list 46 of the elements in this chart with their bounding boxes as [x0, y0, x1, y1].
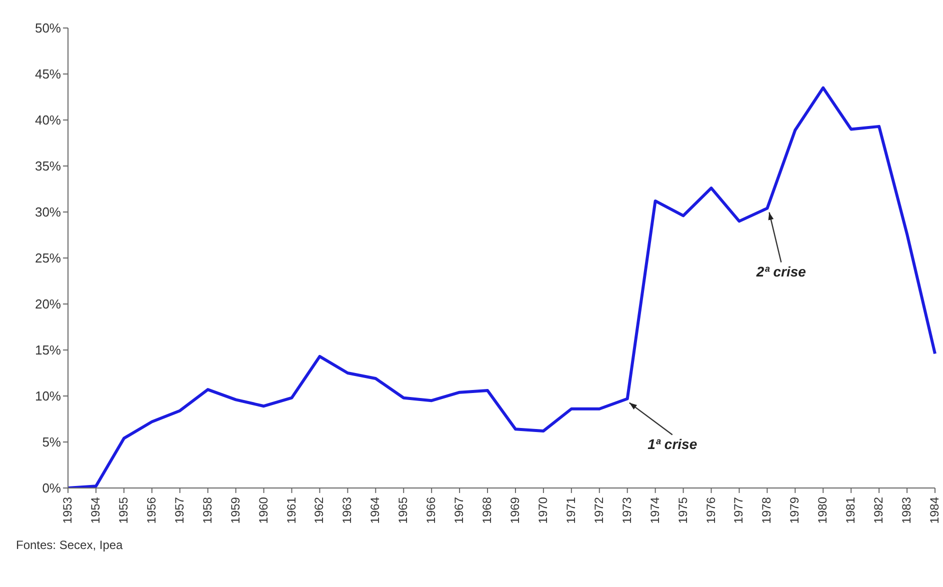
x-tick-label: 1977	[732, 496, 746, 524]
x-tick-label: 1961	[284, 496, 298, 524]
x-tick-label: 1971	[564, 496, 578, 524]
text: Fontes: Secex, Ipea	[16, 538, 124, 552]
x-tick-label: 1984	[928, 496, 942, 524]
x-tick-label: 1968	[480, 496, 494, 524]
x-tick-label: 1956	[144, 496, 158, 524]
x-tick-label: 1955	[116, 496, 130, 524]
x-tick-label: 1982	[872, 496, 886, 524]
x-tick-label: 1973	[620, 496, 634, 524]
x-tick-label: 1980	[816, 496, 830, 524]
x-tick-label: 1965	[396, 496, 410, 524]
x-tick-label: 1975	[676, 496, 690, 524]
x-tick-label: 1983	[900, 496, 914, 524]
x-tick-label: 1970	[536, 496, 550, 524]
x-tick-label: 1972	[592, 496, 606, 524]
x-tick-label: 1981	[844, 496, 858, 524]
x-tick-label: 1974	[648, 496, 662, 524]
x-tick-label: 1959	[228, 496, 242, 524]
x-tick-label: 1953	[60, 496, 75, 524]
x-tick-label: 1969	[508, 496, 522, 524]
x-tick-label: 1958	[200, 496, 214, 524]
y-tick-label: 35%	[34, 158, 62, 174]
x-tick-label: 1957	[172, 496, 186, 524]
y-tick-label: 10%	[34, 388, 62, 404]
x-tick-label: 1960	[256, 496, 270, 524]
y-tick-label: 5%	[42, 434, 62, 450]
x-tick-label: 1954	[88, 496, 102, 524]
annotation: 1ª crise	[648, 436, 698, 452]
y-tick-label: 50%	[34, 20, 62, 36]
x-tick-label: 1962	[312, 496, 326, 524]
x-tick-label: 1967	[452, 496, 466, 524]
x-tick-label: 1963	[340, 496, 354, 524]
y-tick-label: 25%	[34, 250, 62, 266]
annotation: 2ª crise	[755, 263, 806, 280]
y-tick-label: 20%	[34, 296, 62, 312]
x-tick-label: 1976	[704, 496, 718, 524]
y-tick-label: 45%	[34, 66, 62, 82]
y-tick-label: 40%	[34, 112, 62, 128]
y-tick-label: 30%	[34, 204, 62, 220]
x-tick-label: 1964	[368, 496, 382, 524]
x-tick-label: 1978	[760, 496, 774, 524]
x-tick-label: 1966	[424, 496, 438, 524]
y-tick-label: 15%	[34, 342, 62, 358]
x-tick-label: 1979	[788, 496, 802, 524]
y-tick-label: 0%	[42, 480, 62, 496]
